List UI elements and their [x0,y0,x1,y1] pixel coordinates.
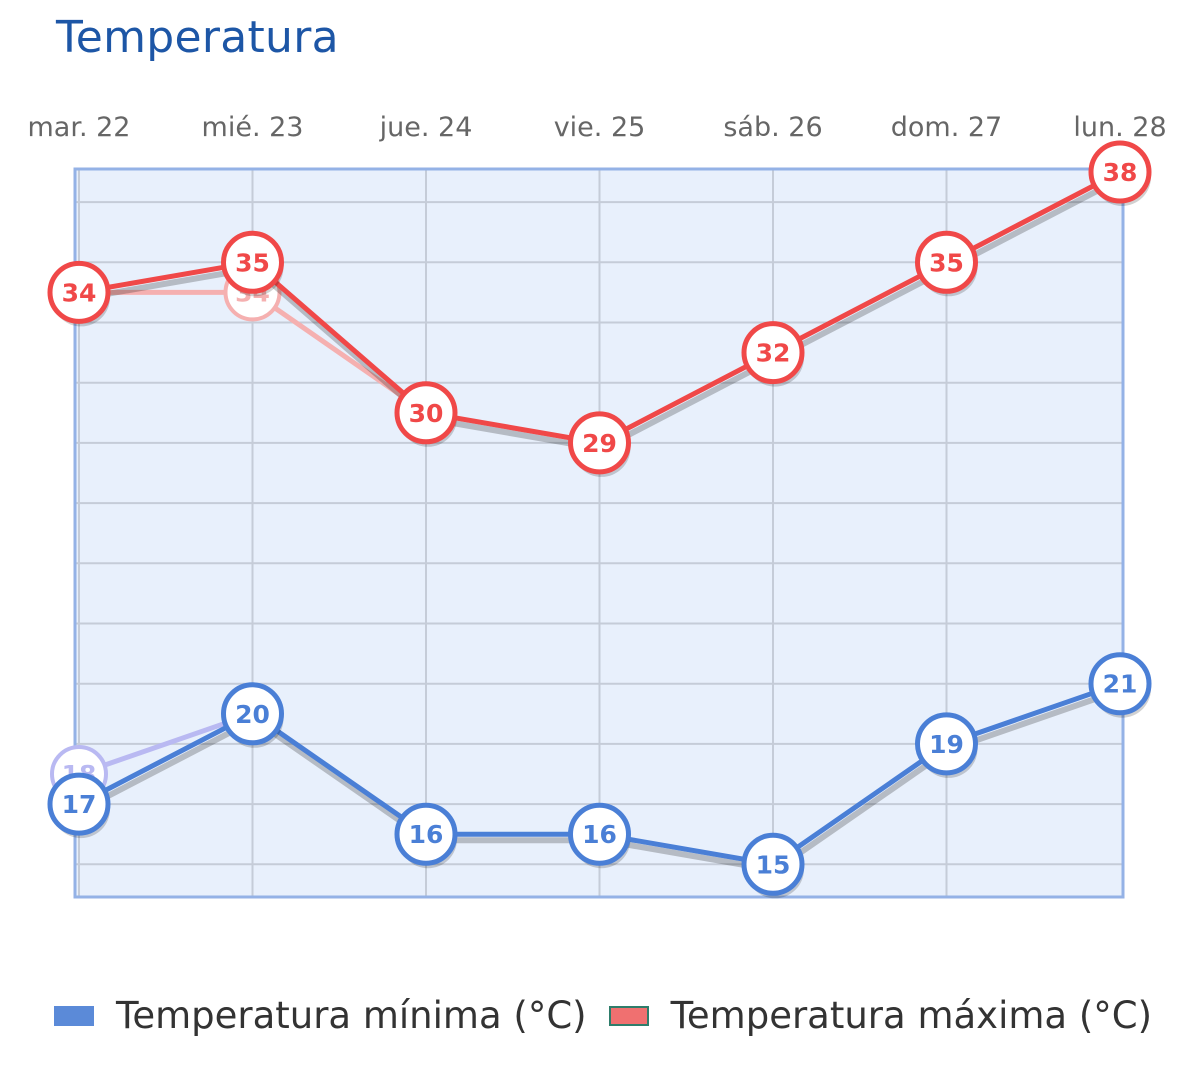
x-tick-label: mié. 23 [202,112,304,143]
data-label-min: 16 [409,820,444,849]
data-label-min: 17 [62,790,97,819]
legend-label-max: Temperatura máxima (°C) [670,994,1153,1037]
data-label-min: 16 [582,820,617,849]
data-point-min [394,802,458,866]
legend-label-min: Temperatura mínima (°C) [116,994,587,1037]
x-tick-label: jue. 24 [379,112,473,143]
legend-swatch-max [608,1005,649,1026]
data-point-max [221,230,284,294]
data-label-min: 21 [1103,670,1138,699]
x-tick-label: dom. 27 [891,112,1002,143]
data-label-max: 35 [235,248,270,277]
data-point-min [741,832,805,896]
data-label-max: 32 [756,339,791,368]
data-label-max: 29 [582,429,617,458]
data-label-min: 19 [929,730,964,759]
data-label-max: 30 [409,399,444,428]
x-tick-label: vie. 25 [554,112,646,143]
legend-swatch-min [54,1005,94,1026]
legend-item-max[interactable]: Temperatura máxima (°C) [608,994,1153,1037]
x-tick-label: lun. 28 [1073,112,1166,143]
data-point-min [1088,652,1152,716]
data-point-max [568,411,631,475]
data-label-max: 35 [929,248,964,277]
x-tick-label: sáb. 26 [723,112,822,143]
data-label-min: 15 [756,850,791,879]
data-point-max [47,260,111,324]
data-point-min [915,712,978,776]
data-point-max [915,230,978,294]
data-label-max: 38 [1103,158,1138,187]
data-point-max [741,321,805,385]
chart-title: Temperatura [56,12,339,63]
data-label-min: 20 [235,700,270,729]
data-point-max [394,381,458,445]
temperature-line-chart: mar. 22 mié. 23 jue. 24 vie. 25 sáb. 26 dom. … [28,112,1167,899]
data-point-min [47,772,111,836]
chart-legend: Temperatura mínima (°C) Temperatura máxi… [54,994,1174,1037]
data-point-max [1088,140,1152,204]
legend-item-min[interactable]: Temperatura mínima (°C) [54,994,587,1037]
data-point-min [568,802,631,866]
plot-border [73,167,1125,899]
x-tick-label: mar. 22 [28,112,131,143]
data-point-min [221,682,284,746]
data-label-max: 34 [62,278,97,307]
